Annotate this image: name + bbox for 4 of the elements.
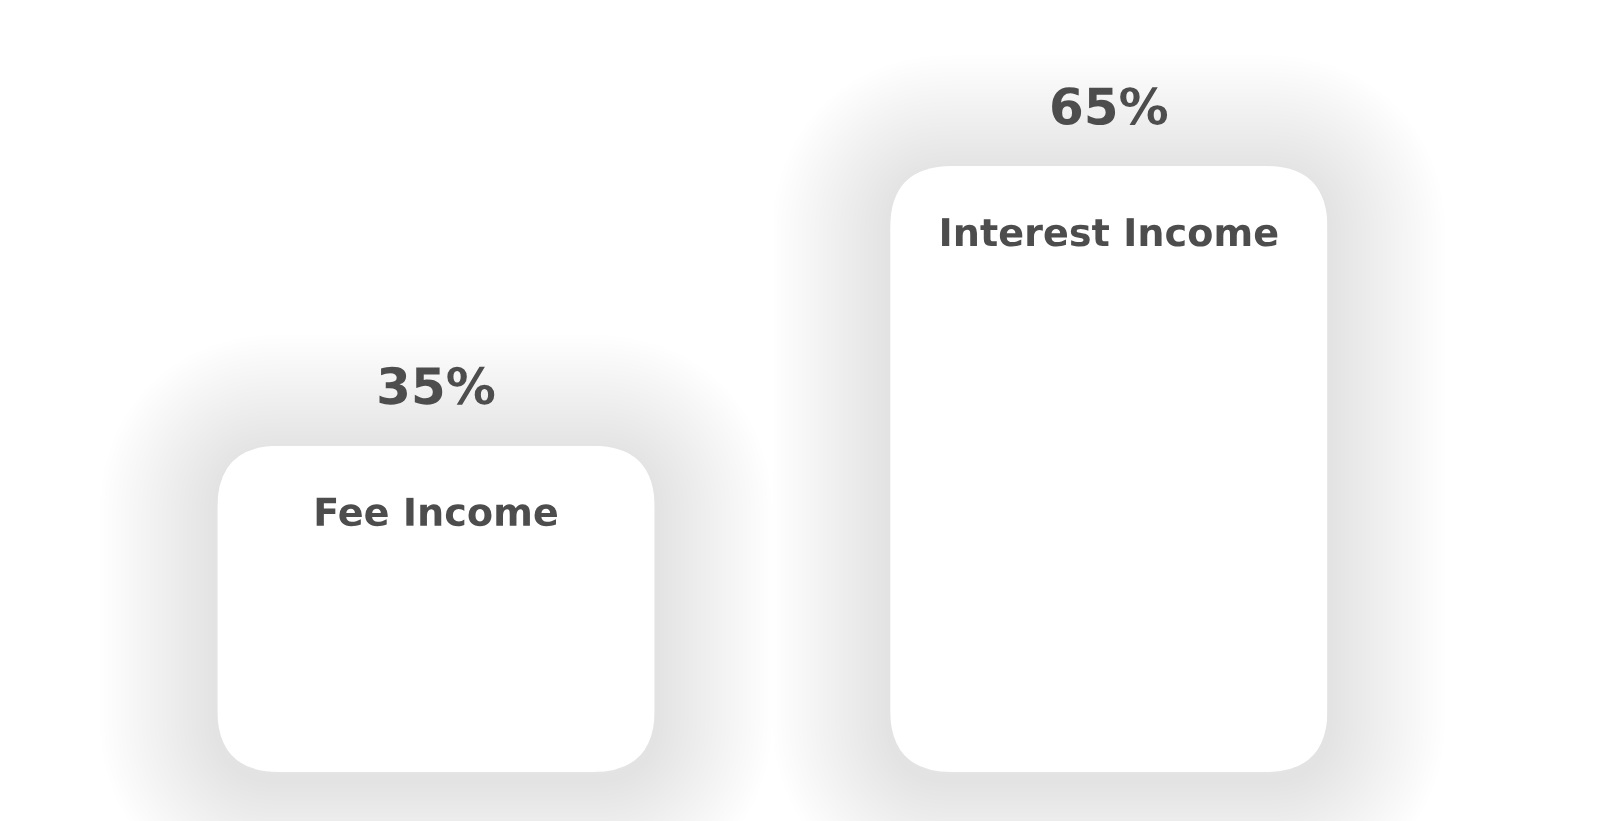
x-tick-label: Interest Income — [942, 218, 1278, 247]
data-label: 35% — [379, 366, 495, 405]
x-tick-label: Fee Income — [316, 497, 557, 527]
data-label: 65% — [1052, 87, 1168, 125]
